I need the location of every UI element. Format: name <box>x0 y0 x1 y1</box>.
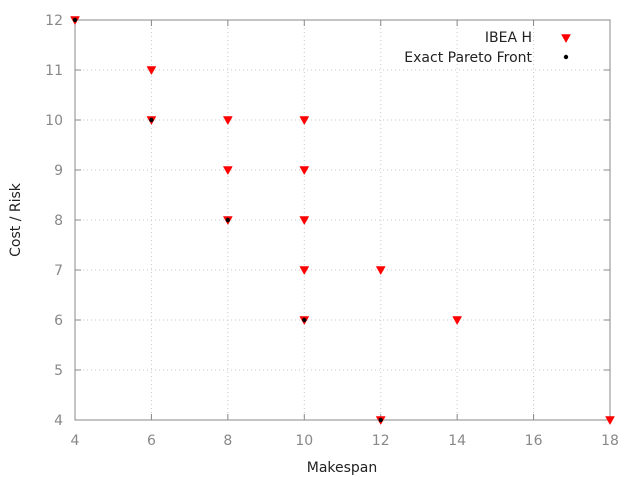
x-tick-label: 14 <box>448 433 466 449</box>
point-ibea-h <box>222 166 233 176</box>
point-exact-pareto-front <box>302 317 307 323</box>
x-tick-label: 8 <box>223 433 232 449</box>
x-tick-label: 16 <box>525 433 543 449</box>
y-tick-label: 12 <box>45 13 63 29</box>
y-tick-label: 7 <box>54 263 63 279</box>
x-tick-label: 18 <box>601 433 619 449</box>
point-ibea-h <box>146 66 157 76</box>
point-ibea-h <box>299 166 310 176</box>
point-ibea-h <box>605 416 615 426</box>
point-ibea-h <box>299 216 310 226</box>
data-marks <box>70 16 615 426</box>
legend-label-exact-pareto-front: Exact Pareto Front <box>404 50 532 66</box>
x-tick-label: 12 <box>372 433 390 449</box>
legend: IBEA H Exact Pareto Front <box>404 30 571 66</box>
point-ibea-h <box>299 116 310 126</box>
legend-label-ibea-h: IBEA H <box>485 30 532 46</box>
legend-marker-exact-pareto-front <box>563 54 569 60</box>
point-exact-pareto-front <box>378 417 383 423</box>
x-axis-title: Makespan <box>307 460 378 476</box>
point-ibea-h <box>299 266 310 276</box>
y-tick-label: 8 <box>54 213 63 229</box>
y-tick-label: 11 <box>45 63 63 79</box>
x-tick-label: 6 <box>147 433 156 449</box>
grid <box>75 20 610 420</box>
point-ibea-h <box>452 316 463 326</box>
point-exact-pareto-front <box>72 17 78 23</box>
legend-marker-ibea-h <box>561 34 571 44</box>
y-tick-label: 5 <box>54 363 63 379</box>
point-exact-pareto-front <box>225 217 231 223</box>
y-tick-label: 10 <box>45 113 63 129</box>
y-tick-label: 4 <box>54 413 63 429</box>
x-tick-label: 4 <box>71 433 80 449</box>
y-tick-label: 6 <box>54 313 63 329</box>
point-ibea-h <box>375 266 386 276</box>
point-ibea-h <box>222 116 233 126</box>
tick-labels: 4 6 8 10 12 14 16 18 4 5 6 7 8 9 10 11 12 <box>45 13 619 449</box>
point-exact-pareto-front <box>149 117 154 123</box>
y-tick-label: 9 <box>54 163 63 179</box>
x-tick-label: 10 <box>295 433 313 449</box>
y-axis-title: Cost / Risk <box>8 182 24 257</box>
